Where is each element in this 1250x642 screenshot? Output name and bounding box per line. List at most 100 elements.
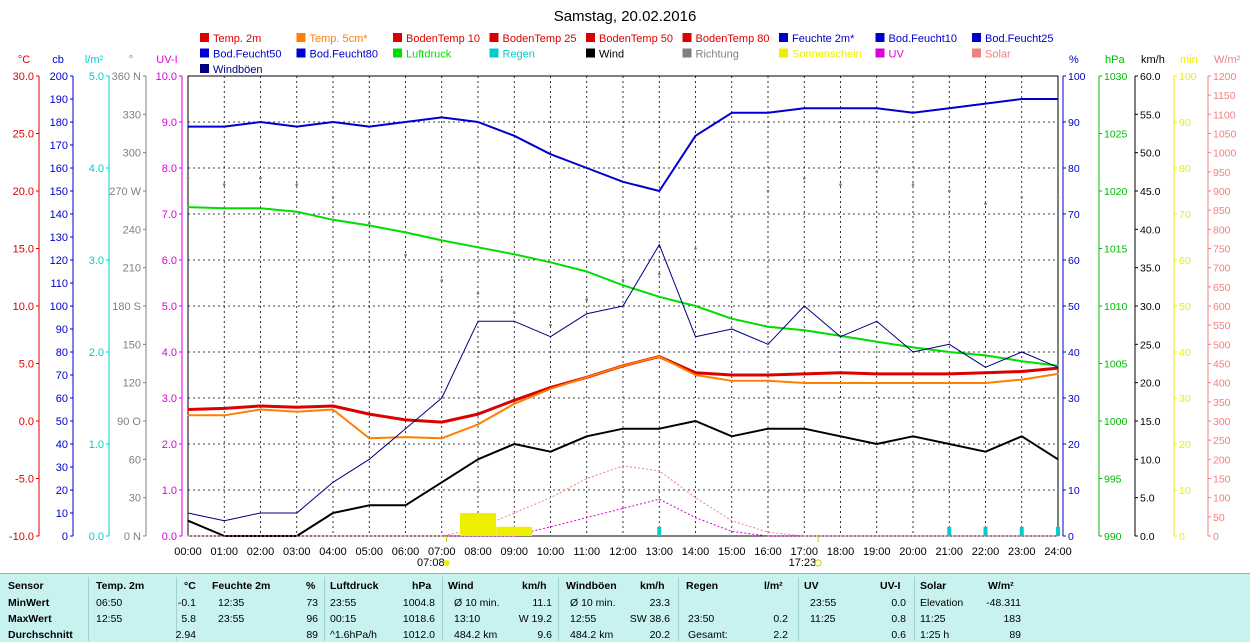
left-axis-tick-label: 6.0 xyxy=(162,255,177,267)
stat-wind-time: Ø 10 min. xyxy=(454,597,500,609)
legend-label: Bod.Feucht25 xyxy=(985,33,1054,45)
series-point xyxy=(984,366,987,368)
direction-point xyxy=(476,291,480,295)
rain-bar xyxy=(947,526,952,536)
series-point xyxy=(839,372,842,374)
direction-point xyxy=(404,253,407,257)
left-axis-tick-label: 140 xyxy=(50,209,68,221)
right-axis-tick-label: 0.0 xyxy=(1140,531,1155,543)
legend-label: BodenTemp 80 xyxy=(696,33,770,45)
legend-label: Bod.Feucht80 xyxy=(310,49,379,61)
series-point xyxy=(404,419,407,421)
header-temp-unit: °C xyxy=(184,580,196,592)
series-point xyxy=(441,535,443,537)
right-axis-tick-label: 200 xyxy=(1213,454,1231,466)
stat-gust-val: SW 38.6 xyxy=(629,613,670,625)
rain-bar xyxy=(983,526,988,536)
series-point xyxy=(513,443,515,445)
series-point xyxy=(839,336,842,338)
series-point xyxy=(803,373,805,375)
series-point xyxy=(658,428,660,430)
left-axis-tick-label: 300 xyxy=(123,148,141,160)
stat-uv-val: 0.6 xyxy=(891,629,906,641)
series-point xyxy=(876,107,878,109)
left-axis-tick-label: 30 xyxy=(56,462,68,474)
stat-solar-time: 1:25 h xyxy=(920,629,950,641)
right-axis-unit: min xyxy=(1180,54,1198,66)
series-point xyxy=(223,414,225,416)
stat-label: MinWert xyxy=(8,597,50,609)
series-point xyxy=(1057,373,1059,375)
series-point xyxy=(477,320,479,322)
header-temp: Temp. 2m xyxy=(96,580,145,592)
right-axis-tick-label: 50.0 xyxy=(1140,148,1161,160)
series-point xyxy=(839,535,842,537)
header-press-unit: hPa xyxy=(412,580,432,592)
right-axis-tick-label: 750 xyxy=(1213,244,1231,256)
legend-swatch xyxy=(489,48,499,58)
series-point xyxy=(948,343,950,345)
left-axis-tick-label: 0 N xyxy=(124,531,141,543)
legend-label: Wind xyxy=(599,49,624,61)
legend-swatch xyxy=(393,33,402,42)
right-axis-tick-label: 10 xyxy=(1068,485,1080,497)
series-point xyxy=(259,121,262,123)
series-point xyxy=(694,497,697,499)
stat-gust-val: 20.2 xyxy=(649,629,670,641)
series-point xyxy=(296,126,298,128)
stat-hum-time: 12:35 xyxy=(218,597,245,609)
right-axis-tick-label: 30.0 xyxy=(1140,301,1161,313)
series-point xyxy=(404,535,407,537)
series-point xyxy=(731,380,733,382)
series-point xyxy=(441,397,443,399)
left-axis-tick-label: 10.0 xyxy=(13,301,34,313)
right-axis-tick-label: 100 xyxy=(1068,71,1086,83)
left-axis-tick-label: 60 xyxy=(129,454,141,466)
right-axis-tick-label: 20.0 xyxy=(1140,378,1161,390)
stat-hum-val: 96 xyxy=(306,613,318,625)
stat-uv-val: 0.8 xyxy=(891,613,906,625)
legend: Temp. 2m Temp. 5cm* BodenTemp 10 BodenTemp … xyxy=(200,33,1054,76)
right-axis-tick-label: 50 xyxy=(1179,301,1191,313)
right-axis-tick-label: 450 xyxy=(1213,359,1231,371)
legend-swatch xyxy=(296,48,306,58)
stat-press-time: 23:55 xyxy=(330,597,357,609)
x-tick-label: 07:00 xyxy=(428,546,456,558)
series-point xyxy=(259,408,262,411)
stat-hum-time: 23:55 xyxy=(218,613,245,625)
sunset-label: 17:23 xyxy=(789,557,817,569)
series-point xyxy=(767,326,769,328)
left-axis-tick-label: 7.0 xyxy=(162,209,177,221)
series-point xyxy=(622,365,624,367)
series-point xyxy=(368,535,370,537)
series-point xyxy=(731,520,733,522)
left-axis-tick-label: 210 xyxy=(123,263,141,275)
left-axis-tick-label: 100 xyxy=(50,301,68,313)
series-point xyxy=(368,437,370,439)
legend-swatch xyxy=(875,48,885,58)
stat-rain-time: 23:50 xyxy=(688,613,715,625)
series-point xyxy=(404,121,407,123)
left-axis-tick-label: 200 xyxy=(50,71,68,83)
stat-label: Durchschnitt xyxy=(8,629,73,641)
stat-temp-val: -0.1 xyxy=(177,597,196,609)
legend-label: BodenTemp 50 xyxy=(599,33,673,45)
stat-uv-time: 11:25 xyxy=(810,613,836,625)
x-tick-label: 09:00 xyxy=(500,546,528,558)
series-point xyxy=(767,380,769,382)
series-point xyxy=(368,126,370,128)
header-wind: Wind xyxy=(448,580,474,592)
right-axis-tick-label: 1100 xyxy=(1213,109,1236,121)
stat-hum-val: 73 xyxy=(306,597,318,609)
series-point xyxy=(404,428,407,430)
series-point xyxy=(731,530,733,533)
x-axis: 00:00 01:00 02:00 03:00 04:00 05:00 06:00 07:00… xyxy=(174,536,1072,569)
direction-point xyxy=(802,176,806,180)
series-point xyxy=(984,103,987,105)
right-axis-tick-label: 90 xyxy=(1068,117,1080,129)
series-point xyxy=(984,354,987,357)
x-tick-label: 08:00 xyxy=(464,546,492,558)
series-point xyxy=(477,423,479,426)
left-axis-tick-label: 15.0 xyxy=(13,244,34,256)
series-point xyxy=(296,211,298,213)
